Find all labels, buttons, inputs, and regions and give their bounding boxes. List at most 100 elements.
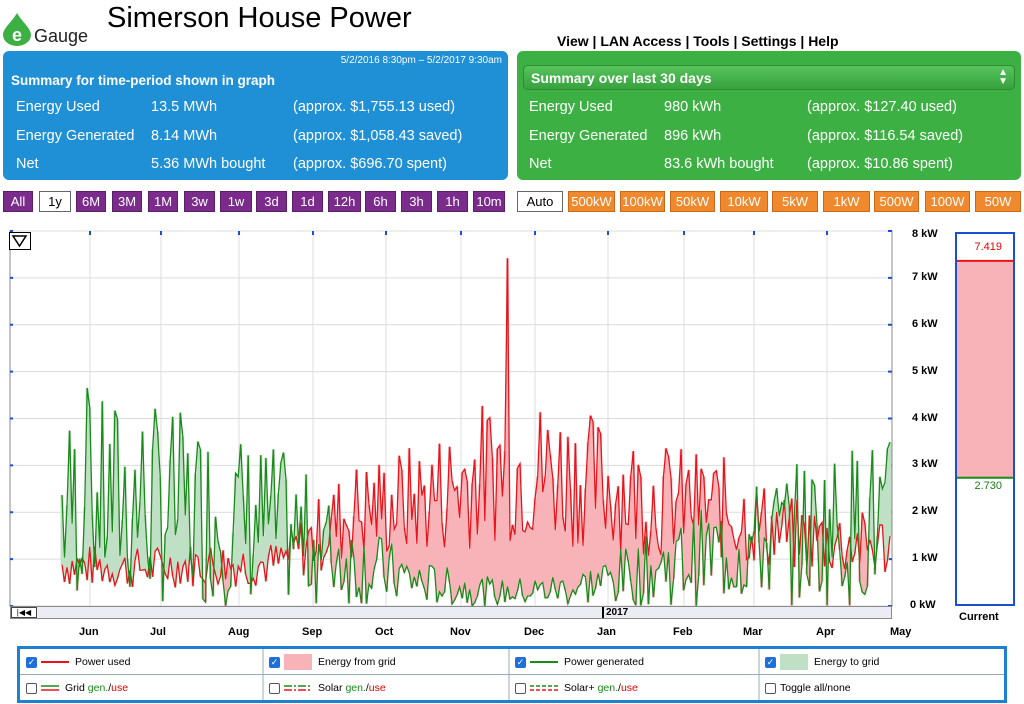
y-tick-label: 6 kW	[912, 317, 938, 330]
scale-button-100kw[interactable]: 100kW	[620, 191, 665, 212]
scale-button-500w[interactable]: 500W	[874, 191, 919, 212]
legend-power-used[interactable]: ✓ Power used	[26, 649, 130, 675]
legend-power-generated[interactable]: ✓ Power generated	[515, 649, 644, 675]
range-button-6m[interactable]: 6M	[76, 191, 106, 212]
year-marker: 2017	[602, 607, 628, 618]
y-tick-label: 2 kW	[912, 505, 938, 518]
period-energy-used-note: (approx. $1,755.13 used)	[293, 99, 456, 115]
chart-series	[60, 258, 892, 608]
checkbox-energy-from-grid[interactable]: ✓	[269, 656, 280, 668]
range-button-12h[interactable]: 12h	[328, 191, 361, 212]
power-generated-line	[61, 387, 891, 608]
y-tick-label: 3 kW	[912, 458, 938, 471]
range-button-3h[interactable]: 3h	[401, 191, 432, 212]
legend-label: Energy from grid	[318, 656, 396, 668]
y-tick-label: 7 kW	[912, 270, 938, 283]
scale-button-50w[interactable]: 50W	[975, 191, 1021, 212]
green-line-swatch	[530, 661, 558, 663]
thirty-net-value: 83.6 kWh bought	[664, 156, 774, 172]
range-button-1w[interactable]: 1w	[220, 191, 252, 212]
checkbox-solarplus[interactable]	[515, 682, 526, 694]
nav-view[interactable]: View	[557, 33, 589, 49]
nav-lan-access[interactable]: LAN Access	[600, 33, 682, 49]
scale-button-1kw[interactable]: 1kW	[823, 191, 870, 212]
period-energy-used-value: 13.5 MWh	[151, 99, 218, 115]
scale-button-500kw[interactable]: 500kW	[568, 191, 615, 212]
chart-menu-toggle[interactable]	[9, 232, 31, 250]
nav-help[interactable]: Help	[808, 33, 839, 49]
current-reading-bar	[957, 259, 1013, 479]
range-button-10m[interactable]: 10m	[473, 191, 505, 212]
period-summary-panel: 5/2/2016 8:30pm – 5/2/2017 9:30am Summar…	[3, 51, 508, 180]
period-net-value: 5.36 MWh bought	[151, 156, 266, 172]
legend-grid-lines	[20, 649, 1004, 700]
red-line-swatch	[41, 661, 69, 663]
checkbox-energy-to-grid[interactable]: ✓	[765, 656, 776, 668]
x-tick-label: Jan	[597, 626, 616, 638]
period-net-label: Net	[16, 156, 39, 172]
period-energy-used-label: Energy Used	[16, 99, 100, 115]
logo-text: Gauge	[34, 26, 89, 46]
checkbox-power-generated[interactable]: ✓	[515, 656, 526, 668]
legend-energy-from-grid[interactable]: ✓ Energy from grid	[269, 649, 396, 675]
scale-button-5kw[interactable]: 5kW	[772, 191, 818, 212]
power-chart[interactable]	[0, 220, 1024, 620]
range-button-3m[interactable]: 3M	[112, 191, 142, 212]
thirty-energy-generated-note: (approx. $116.54 saved)	[807, 128, 964, 144]
dashed-line-swatch	[530, 685, 558, 691]
legend-solar-gen-use[interactable]: Solar gen. / use	[269, 675, 386, 701]
period-range: 5/2/2016 8:30pm – 5/2/2017 9:30am	[340, 55, 502, 66]
legend-energy-to-grid[interactable]: ✓ Energy to grid	[765, 649, 879, 675]
thirty-energy-used-value: 980 kWh	[664, 99, 722, 115]
x-tick-label: Jul	[150, 626, 166, 638]
pink-fill-swatch	[284, 654, 312, 670]
checkbox-grid[interactable]	[26, 682, 37, 694]
range-button-1y[interactable]: 1y	[39, 191, 71, 212]
x-tick-label: Oct	[375, 626, 394, 638]
range-button-1m[interactable]: 1M	[148, 191, 178, 212]
scale-button-10kw[interactable]: 10kW	[720, 191, 768, 212]
scale-button-50kw[interactable]: 50kW	[670, 191, 715, 212]
svg-text:e: e	[12, 25, 22, 45]
scale-button-100w[interactable]: 100W	[925, 191, 970, 212]
summary-period-select[interactable]: Summary over last 30 days ▲ ▼	[523, 65, 1015, 90]
egauge-logo: e Gauge	[2, 4, 102, 48]
x-tick-label: Nov	[450, 626, 471, 638]
period-energy-generated-note: (approx. $1,058.43 saved)	[293, 128, 463, 144]
thirty-energy-used-label: Energy Used	[529, 99, 613, 115]
x-tick-label: Feb	[673, 626, 693, 638]
legend-label: Power generated	[564, 656, 644, 668]
thirty-energy-generated-value: 896 kWh	[664, 128, 722, 144]
scroll-back-icon[interactable]: |◀◀	[11, 607, 37, 618]
range-button-all[interactable]: All	[3, 191, 33, 212]
period-energy-generated-value: 8.14 MWh	[151, 128, 218, 144]
legend-grid-gen-use[interactable]: Grid gen. / use	[26, 675, 128, 701]
time-scrollbar[interactable]	[10, 606, 892, 619]
current-label: Current	[959, 611, 999, 623]
legend: ✓ Power used ✓ Energy from grid ✓ Power …	[17, 646, 1007, 703]
range-button-1h[interactable]: 1h	[437, 191, 468, 212]
range-button-1d[interactable]: 1d	[292, 191, 323, 212]
current-used-value: 7.419	[974, 241, 1002, 253]
scale-button-auto[interactable]: Auto	[517, 191, 563, 212]
checkbox-toggle-all[interactable]	[765, 682, 776, 694]
x-tick-label: May	[890, 626, 912, 638]
thirty-net-note: (approx. $10.86 spent)	[807, 156, 953, 172]
legend-toggle-all[interactable]: Toggle all/none	[765, 675, 851, 701]
nav-settings[interactable]: Settings	[741, 33, 797, 49]
checkbox-power-used[interactable]: ✓	[26, 656, 37, 668]
legend-label: Power used	[75, 656, 131, 668]
current-generated-value: 2.730	[974, 480, 1002, 492]
summary-period-select-value: Summary over last 30 days	[531, 70, 712, 86]
range-button-6h[interactable]: 6h	[365, 191, 396, 212]
page-title: Simerson House Power	[107, 2, 412, 34]
thirty-energy-generated-label: Energy Generated	[529, 128, 648, 144]
thirty-energy-used-note: (approx. $127.40 used)	[807, 99, 957, 115]
range-button-3w[interactable]: 3w	[184, 191, 215, 212]
range-button-3d[interactable]: 3d	[256, 191, 287, 212]
nav-tools[interactable]: Tools	[693, 33, 730, 49]
x-tick-label: Apr	[816, 626, 835, 638]
egauge-drop-icon: e	[3, 13, 31, 46]
checkbox-solar[interactable]	[269, 682, 280, 694]
legend-solarplus-gen-use[interactable]: Solar+ gen. / use	[515, 675, 638, 701]
